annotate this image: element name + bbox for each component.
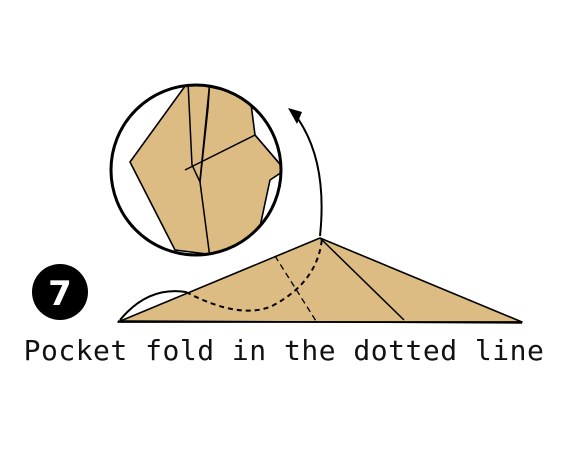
step-number: 7 [48,274,72,314]
zoom-detail [109,83,283,257]
tip-curl [119,290,187,321]
fold-line-vertical [274,255,317,322]
curved-arrow-up-icon [288,108,323,237]
folded-paper [117,237,523,324]
step-badge: 7 [32,264,88,320]
zoom-paper [129,85,281,255]
instruction-caption: Pocket fold in the dotted line [23,334,545,367]
